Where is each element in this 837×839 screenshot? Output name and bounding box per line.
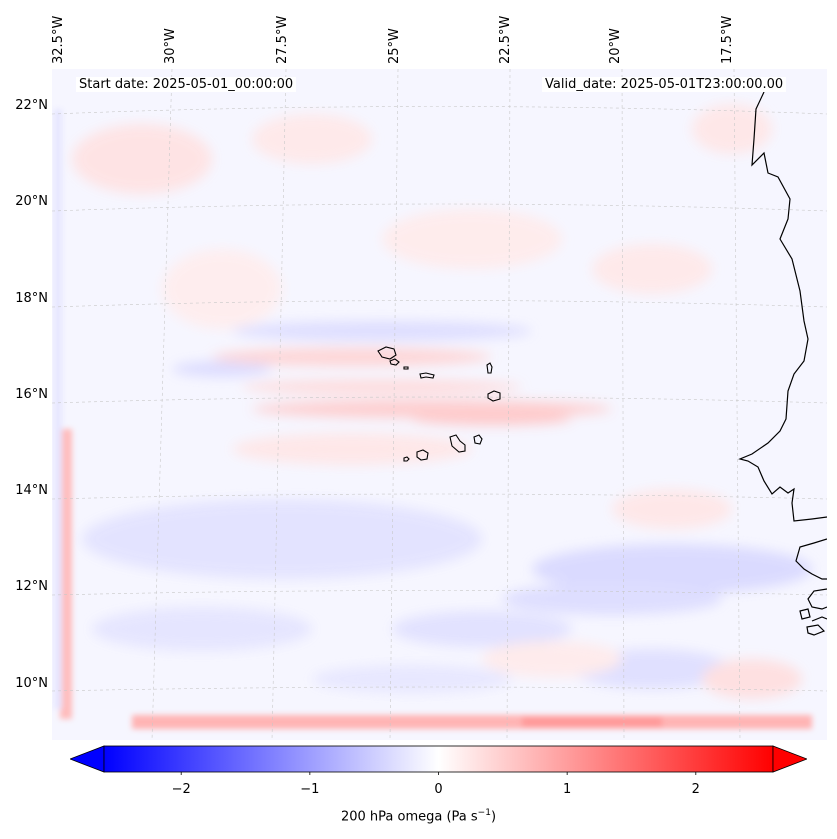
cape-verde-islands: [377, 346, 501, 462]
island-fogo: [416, 449, 429, 461]
lat-label-10n: 10°N: [15, 676, 48, 691]
colorbar-tick-label: 2: [691, 782, 700, 797]
lon-label-27-5w: 27.5°W: [275, 15, 290, 64]
omega-shading: [72, 104, 812, 699]
island-santa-luzia: [403, 366, 409, 370]
lat-label-12n: 12°N: [15, 579, 48, 594]
colorbar-tick-label: 1: [563, 782, 572, 797]
island-brava: [403, 456, 410, 462]
map-panel[interactable]: [52, 69, 827, 740]
colorbar-gradient: [103, 745, 774, 773]
lon-label-32-5w: 32.5°W: [51, 15, 66, 64]
lon-label-25w: 25°W: [387, 28, 402, 64]
colorbar: [70, 745, 807, 775]
island-santiago: [449, 434, 466, 453]
lat-label-16n: 16°N: [15, 387, 48, 402]
island-sal: [486, 362, 493, 374]
lat-label-18n: 18°N: [15, 291, 48, 306]
island-maio: [473, 434, 483, 445]
lon-label-22-5w: 22.5°W: [498, 15, 513, 64]
colorbar-tick-label: −1: [300, 782, 320, 797]
colorbar-label: 200 hPa omega (Pa s−1): [340, 808, 497, 825]
lon-label-30w: 30°W: [163, 28, 178, 64]
boundary-artifacts: [54, 109, 812, 729]
lat-label-22n: 22°N: [15, 98, 48, 113]
lon-label-20w: 20°W: [608, 28, 623, 64]
valid-date-text: Valid_date: 2025-05-01T23:00:00.00: [542, 77, 787, 92]
west-africa-coastline: [738, 91, 827, 636]
lon-label-17-5w: 17.5°W: [720, 15, 735, 64]
island-sao-nicolau: [419, 372, 435, 379]
graticule: [52, 69, 827, 740]
colorbar-max-extend: [772, 745, 807, 773]
colorbar-tick-label: −2: [171, 782, 191, 797]
island-sao-vicente: [389, 358, 400, 366]
omega-field-map[interactable]: [52, 69, 827, 740]
island-boa-vista: [487, 390, 501, 402]
colorbar-min-extend: [70, 745, 105, 773]
island-santo-antao: [377, 346, 397, 360]
lat-label-20n: 20°N: [15, 194, 48, 209]
start-date-text: Start date: 2025-05-01_00:00:00: [76, 77, 297, 92]
lat-label-14n: 14°N: [15, 483, 48, 498]
colorbar-tick-label: 0: [434, 782, 443, 797]
